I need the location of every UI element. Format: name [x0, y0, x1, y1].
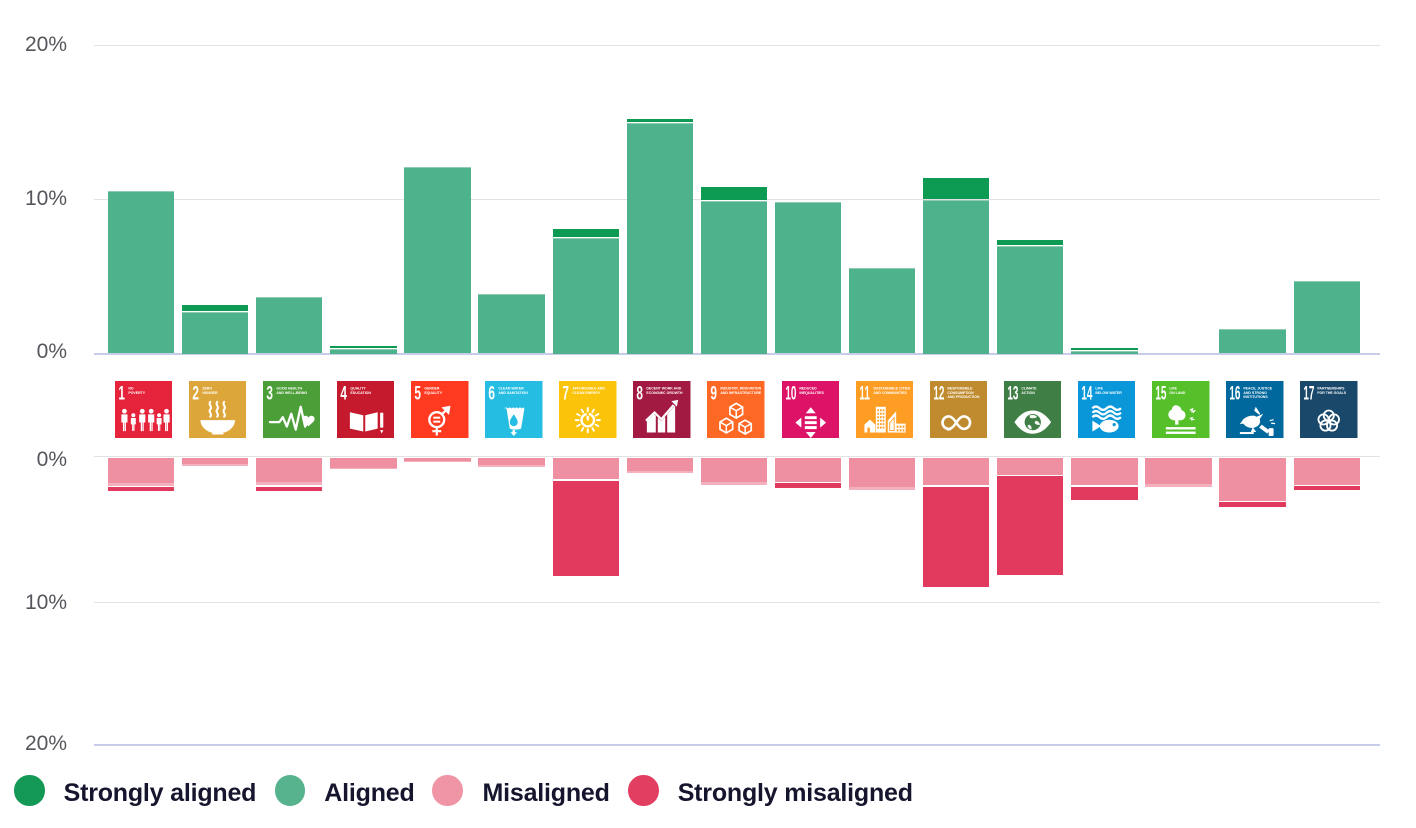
svg-text:ECONOMIC GROWTH: ECONOMIC GROWTH	[647, 390, 684, 394]
svg-text:HUNGER: HUNGER	[202, 390, 218, 394]
svg-text:LIFE: LIFE	[1095, 386, 1103, 390]
svg-text:ACTION: ACTION	[1021, 390, 1035, 394]
svg-text:SUSTAINABLE CITIES: SUSTAINABLE CITIES	[873, 386, 911, 390]
svg-text:3: 3	[266, 383, 273, 403]
svg-text:QUALITY: QUALITY	[350, 386, 366, 390]
svg-text:EDUCATION: EDUCATION	[350, 390, 371, 394]
svg-text:INDUSTRY, INNOVATION: INDUSTRY, INNOVATION	[721, 386, 762, 390]
svg-text:NO: NO	[128, 386, 134, 390]
svg-text:GOOD HEALTH: GOOD HEALTH	[276, 386, 302, 390]
svg-text:13: 13	[1007, 383, 1018, 404]
svg-text:AND PRODUCTION: AND PRODUCTION	[947, 395, 980, 399]
svg-text:AND COMMUNITIES: AND COMMUNITIES	[873, 390, 907, 394]
svg-text:4: 4	[340, 383, 347, 403]
svg-text:AND WELL-BEING: AND WELL-BEING	[276, 390, 307, 394]
svg-text:CLEAN WATER: CLEAN WATER	[498, 386, 524, 390]
svg-text:DECENT WORK AND: DECENT WORK AND	[647, 386, 682, 390]
svg-text:FOR THE GOALS: FOR THE GOALS	[1318, 390, 1347, 394]
svg-text:12: 12	[933, 383, 944, 404]
svg-text:AFFORDABLE AND: AFFORDABLE AND	[573, 386, 606, 390]
svg-text:EQUALITY: EQUALITY	[424, 390, 442, 394]
svg-text:INSTITUTIONS: INSTITUTIONS	[1243, 395, 1268, 399]
svg-text:PARTNERSHIPS: PARTNERSHIPS	[1318, 386, 1346, 390]
svg-text:2: 2	[192, 383, 199, 403]
svg-text:11: 11	[859, 383, 870, 404]
svg-text:8: 8	[637, 383, 644, 403]
svg-text:1: 1	[118, 383, 125, 403]
svg-text:7: 7	[563, 383, 570, 403]
svg-text:CLIMATE: CLIMATE	[1021, 386, 1037, 390]
svg-text:AND SANITATION: AND SANITATION	[498, 390, 528, 394]
svg-text:CLEAN ENERGY: CLEAN ENERGY	[573, 390, 601, 394]
svg-text:ON LAND: ON LAND	[1169, 390, 1185, 394]
svg-text:REDUCED: REDUCED	[799, 386, 817, 390]
svg-text:ZERO: ZERO	[202, 386, 212, 390]
svg-text:LIFE: LIFE	[1169, 386, 1177, 390]
svg-text:AND INFRASTRUCTURE: AND INFRASTRUCTURE	[721, 390, 762, 394]
svg-text:AND STRONG: AND STRONG	[1243, 390, 1267, 394]
svg-text:16: 16	[1229, 383, 1240, 404]
svg-text:10: 10	[785, 383, 796, 404]
svg-text:RESPONSIBLE: RESPONSIBLE	[947, 386, 973, 390]
svg-text:PEACE, JUSTICE: PEACE, JUSTICE	[1243, 386, 1272, 390]
svg-text:POVERTY: POVERTY	[128, 390, 145, 394]
svg-text:14: 14	[1081, 383, 1092, 404]
svg-text:INEQUALITIES: INEQUALITIES	[799, 390, 824, 394]
svg-text:GENDER: GENDER	[424, 386, 439, 390]
svg-text:6: 6	[488, 383, 495, 403]
svg-text:5: 5	[414, 383, 421, 403]
svg-text:CONSUMPTION: CONSUMPTION	[947, 390, 974, 394]
svg-text:9: 9	[711, 383, 718, 403]
svg-text:15: 15	[1155, 383, 1166, 404]
svg-text:17: 17	[1304, 383, 1315, 404]
svg-text:BELOW WATER: BELOW WATER	[1095, 390, 1122, 394]
